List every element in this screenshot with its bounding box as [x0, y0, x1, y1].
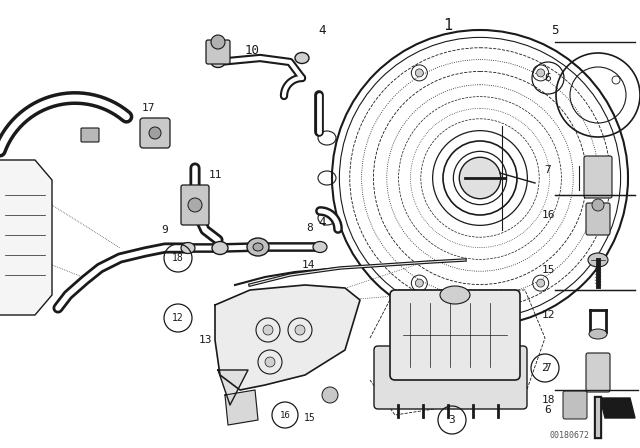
Ellipse shape — [181, 242, 195, 254]
FancyBboxPatch shape — [81, 128, 99, 142]
Ellipse shape — [253, 243, 263, 251]
Circle shape — [415, 279, 423, 287]
Circle shape — [460, 157, 500, 199]
Ellipse shape — [250, 241, 266, 254]
Circle shape — [537, 279, 545, 287]
Polygon shape — [215, 285, 360, 390]
Circle shape — [211, 35, 225, 49]
FancyBboxPatch shape — [206, 40, 230, 64]
Circle shape — [322, 387, 338, 403]
Text: 14: 14 — [301, 260, 315, 270]
Circle shape — [295, 325, 305, 335]
Ellipse shape — [588, 253, 608, 267]
Circle shape — [149, 127, 161, 139]
Text: 7: 7 — [545, 363, 552, 373]
Text: 00180672: 00180672 — [550, 431, 590, 439]
Text: 10: 10 — [244, 43, 259, 56]
FancyBboxPatch shape — [586, 203, 610, 235]
Circle shape — [263, 325, 273, 335]
Text: 12: 12 — [541, 310, 555, 320]
Ellipse shape — [313, 241, 327, 253]
Circle shape — [265, 357, 275, 367]
Text: 18: 18 — [172, 253, 184, 263]
Text: 16: 16 — [541, 210, 555, 220]
Text: 6: 6 — [545, 73, 552, 83]
FancyBboxPatch shape — [563, 391, 587, 419]
Ellipse shape — [295, 52, 309, 64]
Ellipse shape — [589, 329, 607, 339]
Text: 16: 16 — [280, 410, 291, 419]
Polygon shape — [600, 398, 635, 418]
FancyBboxPatch shape — [584, 156, 612, 198]
Text: 15: 15 — [541, 265, 555, 275]
Circle shape — [188, 198, 202, 212]
FancyBboxPatch shape — [140, 118, 170, 148]
Text: 6: 6 — [545, 405, 552, 415]
FancyBboxPatch shape — [374, 346, 527, 409]
Text: 4: 4 — [318, 215, 326, 228]
Circle shape — [592, 199, 604, 211]
Text: 8: 8 — [307, 223, 314, 233]
Text: 3: 3 — [449, 415, 456, 425]
Polygon shape — [0, 160, 52, 315]
Text: 7: 7 — [545, 165, 552, 175]
Text: 12: 12 — [172, 313, 184, 323]
Text: 2: 2 — [541, 363, 548, 373]
FancyBboxPatch shape — [586, 353, 610, 392]
Ellipse shape — [211, 56, 225, 68]
Circle shape — [537, 69, 545, 77]
Ellipse shape — [247, 238, 269, 256]
Text: 9: 9 — [162, 225, 168, 235]
Text: 5: 5 — [551, 23, 559, 36]
Text: 18: 18 — [541, 395, 555, 405]
Text: 17: 17 — [141, 103, 155, 113]
Text: 1: 1 — [444, 17, 452, 33]
Text: 15: 15 — [304, 413, 316, 423]
Text: 11: 11 — [208, 170, 221, 180]
FancyBboxPatch shape — [390, 290, 520, 380]
Circle shape — [415, 69, 423, 77]
Ellipse shape — [440, 286, 470, 304]
Text: 4: 4 — [318, 23, 326, 36]
Polygon shape — [225, 390, 258, 425]
FancyBboxPatch shape — [181, 185, 209, 225]
Text: 13: 13 — [198, 335, 212, 345]
Ellipse shape — [212, 241, 228, 254]
Polygon shape — [218, 370, 248, 405]
